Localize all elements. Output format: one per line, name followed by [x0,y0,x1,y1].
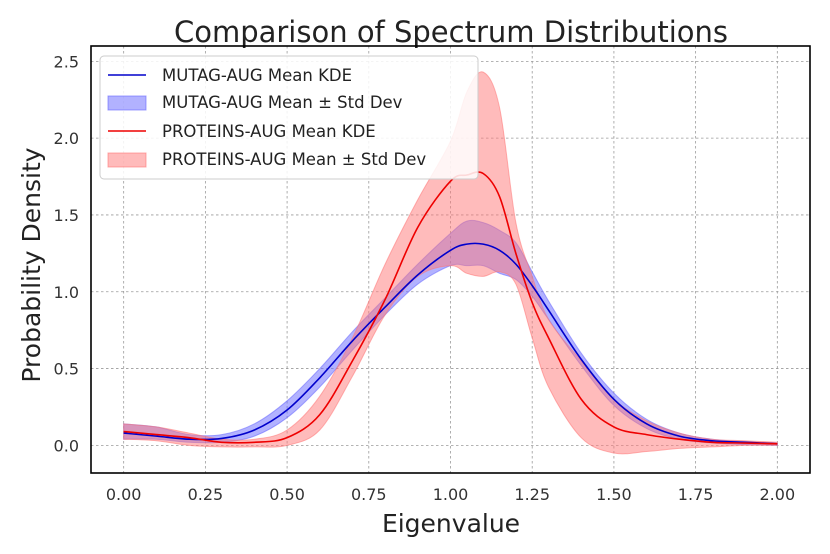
legend-swatch-proteins-band [107,152,147,168]
y-tick-label: 2.5 [54,52,79,71]
legend-label-mutag-band: MUTAG-AUG Mean ± Std Dev [162,93,403,112]
band-proteins-aug-mean-std-dev [123,71,778,455]
x-tick-label: 1.25 [514,485,550,504]
chart-title: Comparison of Spectrum Distributions [174,15,728,49]
x-tick-label: 2.00 [760,485,796,504]
legend-label-proteins-band: PROTEINS-AUG Mean ± Std Dev [162,150,426,169]
legend-label-proteins-line: PROTEINS-AUG Mean KDE [162,122,376,141]
y-tick-label: 0.0 [54,436,79,455]
legend: MUTAG-AUG Mean KDE MUTAG-AUG Mean ± Std … [99,55,479,180]
x-axis-label: Eigenvalue [382,509,520,538]
x-tick-label: 1.75 [678,485,714,504]
legend-label-mutag-line: MUTAG-AUG Mean KDE [162,66,352,85]
x-tick-label: 0.00 [106,485,142,504]
bands [123,71,778,455]
y-tick-label: 1.5 [54,206,79,225]
y-tick-label: 2.0 [54,129,79,148]
x-tick-label: 1.00 [433,485,469,504]
x-tick-label: 1.50 [596,485,632,504]
x-tick-label: 0.25 [188,485,224,504]
legend-swatch-mutag-band [107,95,147,111]
x-ticks: 0.00 0.25 0.50 0.75 1.00 1.25 1.50 1.75 2.00 [106,485,795,504]
y-ticks: 0.0 0.5 1.0 1.5 2.0 2.5 [54,52,79,455]
y-tick-label: 1.0 [54,283,79,302]
plot-frame [90,45,811,474]
x-tick-label: 0.50 [269,485,305,504]
legend-box [99,55,479,180]
y-axis-label: Probability Density [17,147,46,382]
line-mutag-aug-mean-kde [123,242,778,445]
x-tick-label: 0.75 [351,485,387,504]
y-tick-label: 0.5 [54,360,79,379]
